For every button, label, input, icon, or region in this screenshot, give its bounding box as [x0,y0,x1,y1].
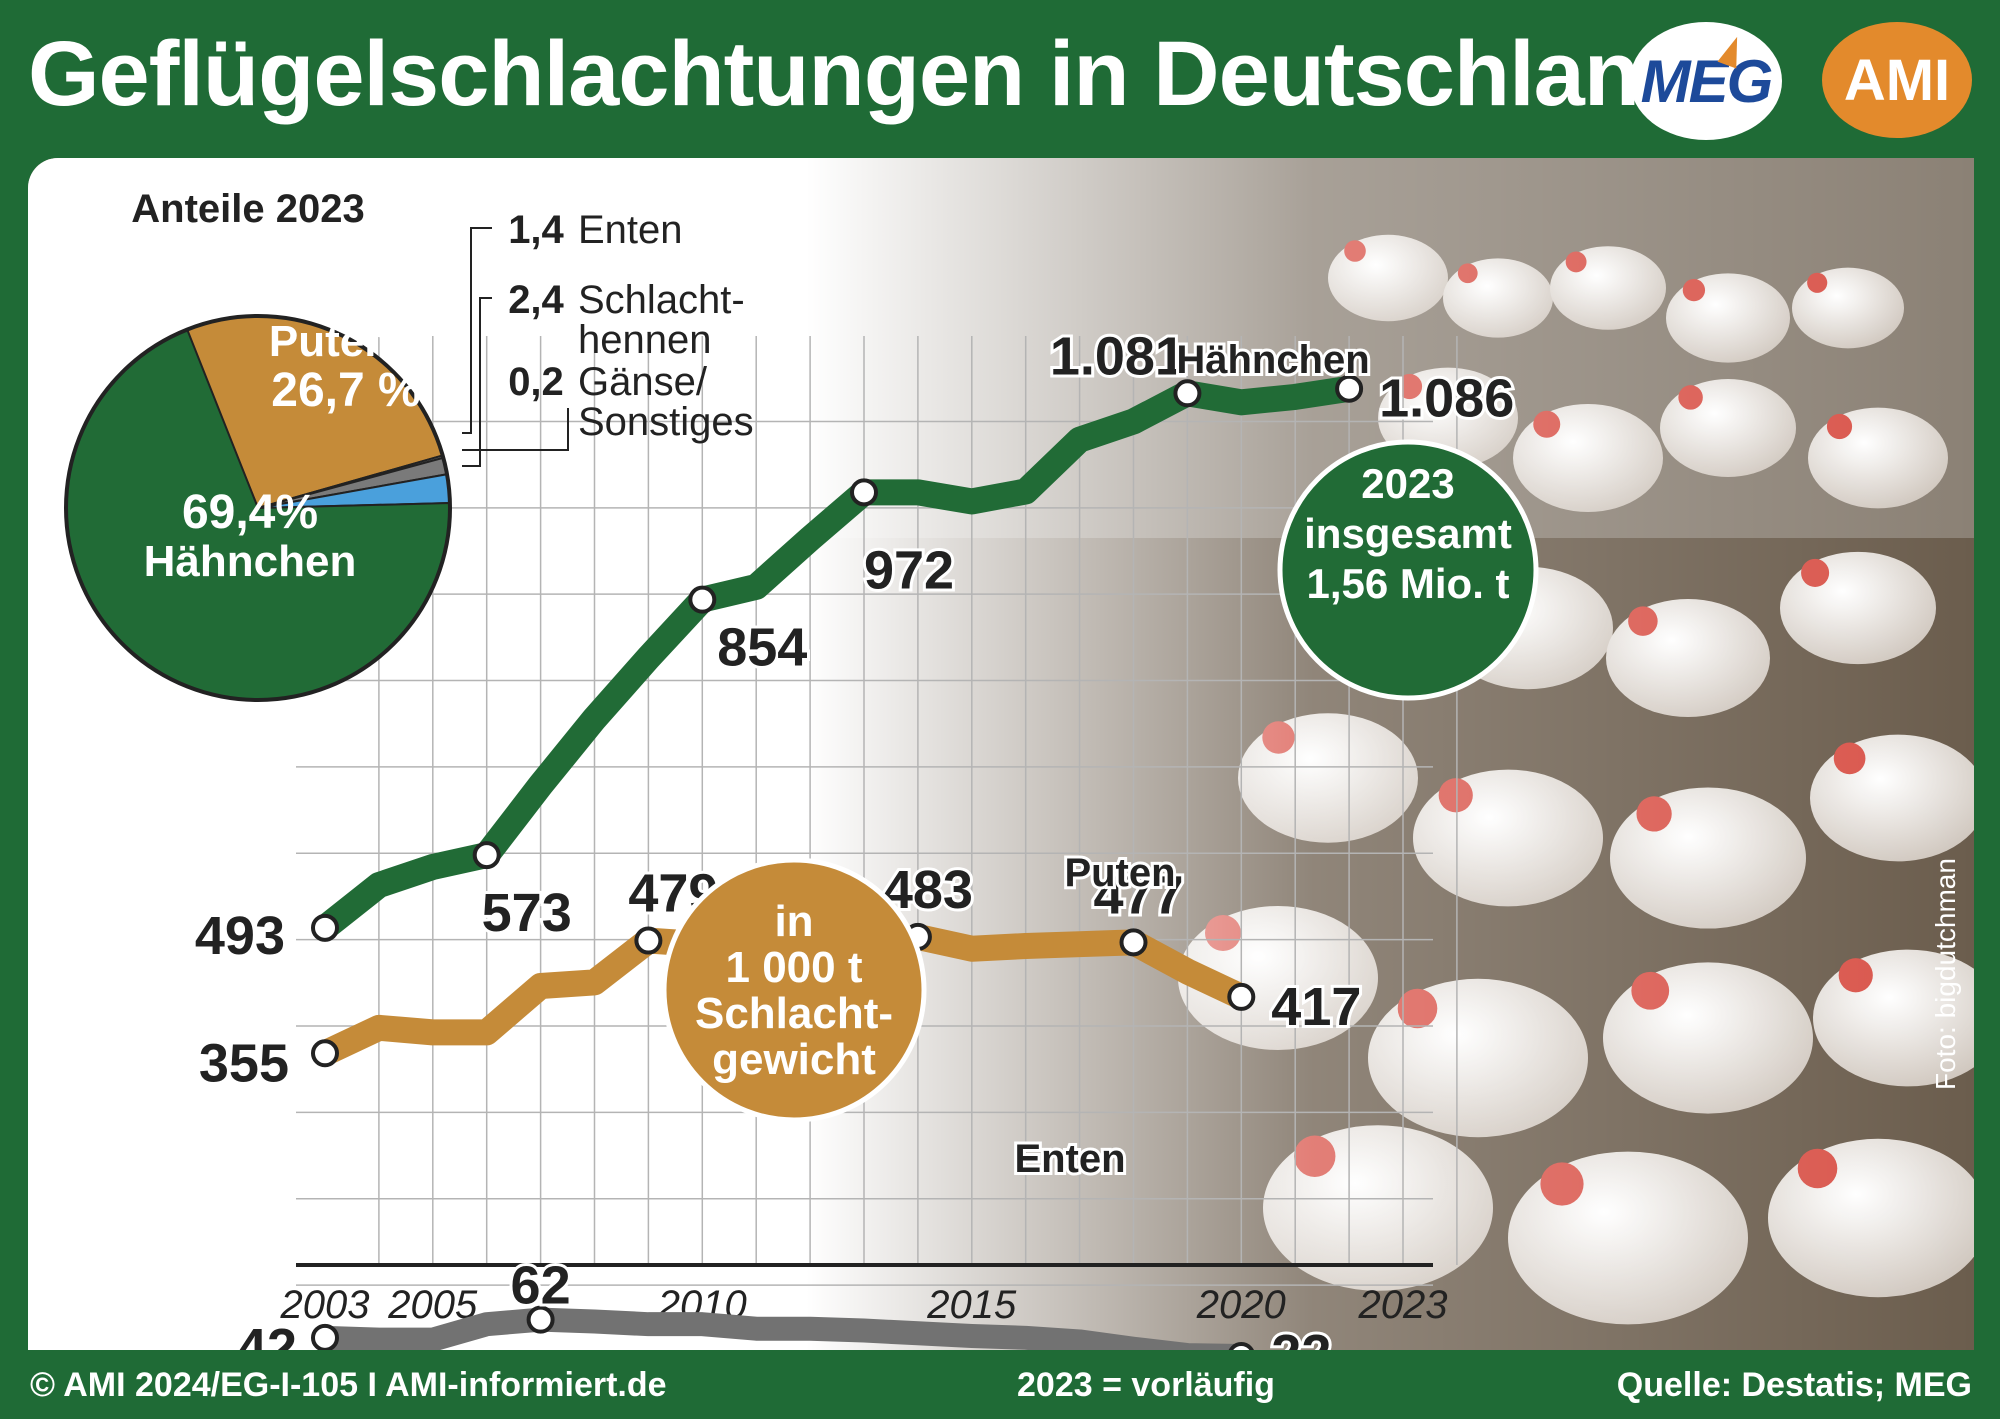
leader-line [462,227,492,434]
pie-small-label: Sonstiges [578,400,754,444]
data-point [850,478,878,507]
data-label: 62 [511,1256,571,1316]
pie-label-puten-name: Puten [269,317,391,366]
x-tick-label: 2015 [926,1283,1017,1327]
x-tick-labels: 2003 2005 2010 2015 2020 2023 [280,1283,1448,1327]
data-point [472,841,501,870]
pie-small-label: Gänse/ [578,360,708,404]
x-tick-label: 2023 [1358,1283,1448,1327]
unit-badge-text: in [774,897,813,946]
pie-small-value: 0,2 [508,360,564,404]
chart-svg: 2003 2005 2010 2015 2020 2023 493 5738549721.0… [64,187,1539,1350]
pie-small-label: Enten [578,208,683,252]
unit-badge-text: gewicht [712,1035,876,1084]
series-name: Hähnchen [1176,338,1369,382]
pie-small-label: Schlacht- [578,278,745,322]
data-label: 355 [199,1033,289,1093]
data-label: 1.081 [1050,326,1185,386]
grid [296,336,1458,1286]
unit-badge-text: Schlacht- [695,989,893,1038]
total-badge [1277,439,1539,701]
data-point [1335,374,1364,403]
leader-line [462,297,492,467]
pie-small-value: 2,4 [508,278,564,322]
footer-note: 2023 = vorläufig [1017,1366,1275,1404]
unit-badge [661,857,927,1123]
series-names: Hähnchen Puten Enten [1011,335,1372,1184]
x-tick-label: 2020 [1196,1283,1286,1327]
footer-copyright: © AMI 2024/EG-I-105 I AMI-informiert.de [30,1366,667,1404]
data-point [311,1039,339,1068]
meg-logo: MEG [1630,22,1782,140]
series-name: Enten [1014,1137,1125,1181]
data-point [311,1323,339,1350]
pie-label-haehnchen-name: Hähnchen [144,537,357,586]
unit-badge-text: 1 000 t [726,943,863,992]
chart-panel: 2003 2005 2010 2015 2020 2023 493 573 854 972 1.0… [28,158,1974,1350]
data-point [634,926,663,955]
series-name: Puten [1064,851,1175,895]
data-point [1173,379,1202,408]
poultry-photo [28,158,1974,1350]
x-tick-label: 2003 [280,1283,370,1327]
data-label: 22 [1271,1324,1331,1350]
series-line [313,1307,1252,1350]
data-points [311,374,1364,1350]
data-label: 1.086 [1379,369,1514,429]
data-point [1119,928,1148,957]
data-label: 972 [864,540,954,600]
data-label: 42 [237,1318,297,1350]
data-point [1227,982,1256,1011]
data-point [526,1305,555,1334]
leader-line [462,408,569,451]
data-label: 854 [717,618,807,678]
pie-label-puten-value: 26,7 % [271,364,420,417]
footer-bar [0,1352,2000,1419]
data-label: 573 [482,883,572,943]
ami-logo-text: AMI [1843,47,1951,113]
footer-source: Quelle: Destatis; MEG [1616,1366,1972,1404]
pie-small-value: 1,4 [508,208,564,252]
photo-credit: Foto: bigdutchman [1930,858,1961,1090]
data-point [311,913,339,942]
data-label: 493 [195,906,285,966]
data-label: 477 [1093,865,1183,925]
data-point [1228,1342,1254,1350]
total-badge-text: 2023 [1361,460,1454,507]
data-point [688,585,717,614]
meg-logo-text: MEG [1640,47,1774,115]
data-label: 417 [1271,977,1361,1037]
pie-outline [64,314,452,702]
pie-label-haehnchen-value: 69,4% [182,486,318,539]
total-badge-text: 1,56 Mio. t [1306,560,1509,607]
page-title: Geflügelschlachtungen in Deutschland [28,23,1695,125]
ami-logo: AMI [1822,22,1972,138]
pie-small-label: hennen [578,318,711,362]
total-badge-text: insgesamt [1304,510,1512,557]
pie-title: Anteile 2023 [131,187,364,231]
